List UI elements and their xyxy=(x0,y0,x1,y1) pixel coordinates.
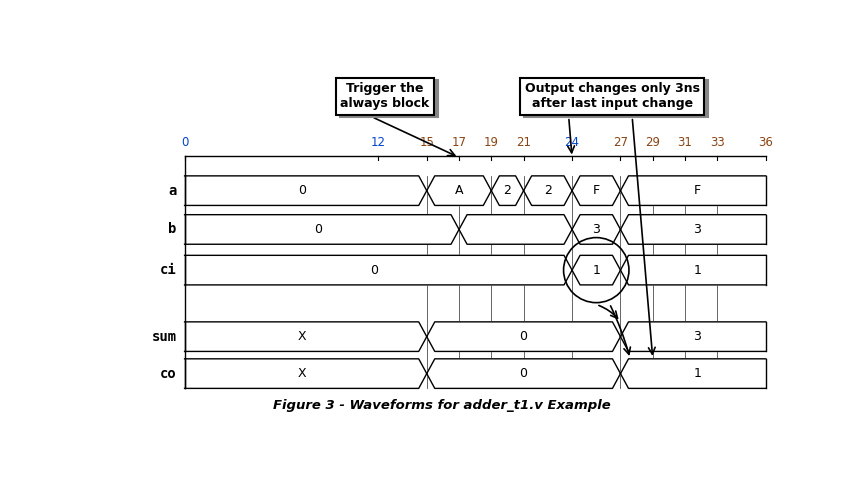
Polygon shape xyxy=(620,176,765,205)
Polygon shape xyxy=(459,215,572,244)
Text: b: b xyxy=(168,222,177,237)
Text: 29: 29 xyxy=(645,136,660,149)
Text: Output changes only 3ns
after last input change: Output changes only 3ns after last input… xyxy=(524,83,699,110)
Polygon shape xyxy=(426,322,620,351)
Text: 3: 3 xyxy=(592,223,599,236)
Text: F: F xyxy=(693,184,700,197)
Text: 0: 0 xyxy=(181,136,188,149)
Polygon shape xyxy=(523,176,572,205)
Text: 19: 19 xyxy=(483,136,499,149)
Text: 0: 0 xyxy=(370,264,378,276)
Polygon shape xyxy=(426,359,620,388)
Text: 0: 0 xyxy=(313,223,321,236)
Text: sum: sum xyxy=(152,330,177,344)
Text: 31: 31 xyxy=(677,136,691,149)
Text: 0: 0 xyxy=(297,184,306,197)
Polygon shape xyxy=(184,255,572,285)
Text: a: a xyxy=(168,184,177,198)
Polygon shape xyxy=(620,359,765,388)
Text: 3: 3 xyxy=(692,330,700,343)
Polygon shape xyxy=(184,359,426,388)
Text: 36: 36 xyxy=(758,136,772,149)
Text: 1: 1 xyxy=(692,367,700,380)
Polygon shape xyxy=(184,322,426,351)
Text: 0: 0 xyxy=(519,367,527,380)
Text: co: co xyxy=(159,367,177,381)
Text: 2: 2 xyxy=(503,184,511,197)
Text: F: F xyxy=(592,184,599,197)
Text: X: X xyxy=(297,330,306,343)
Text: A: A xyxy=(455,184,462,197)
Text: 1: 1 xyxy=(692,264,700,276)
Text: Trigger the
always block: Trigger the always block xyxy=(340,83,429,110)
Text: 27: 27 xyxy=(612,136,628,149)
Text: 3: 3 xyxy=(692,223,700,236)
Polygon shape xyxy=(572,255,620,285)
Text: Figure 3 - Waveforms for adder_t1.v Example: Figure 3 - Waveforms for adder_t1.v Exam… xyxy=(273,399,610,412)
Polygon shape xyxy=(426,176,491,205)
Polygon shape xyxy=(184,215,459,244)
Text: 17: 17 xyxy=(451,136,466,149)
Polygon shape xyxy=(620,215,765,244)
Polygon shape xyxy=(620,322,765,351)
Text: ci: ci xyxy=(159,263,177,277)
Text: 33: 33 xyxy=(709,136,724,149)
Text: 2: 2 xyxy=(543,184,551,197)
Text: 24: 24 xyxy=(564,136,579,149)
Text: Trigger the
always block: Trigger the always block xyxy=(344,84,433,113)
Text: 0: 0 xyxy=(519,330,527,343)
Polygon shape xyxy=(572,176,620,205)
Text: 12: 12 xyxy=(370,136,386,149)
Polygon shape xyxy=(491,176,523,205)
Text: 1: 1 xyxy=(592,264,599,276)
Text: 15: 15 xyxy=(418,136,434,149)
Polygon shape xyxy=(184,176,426,205)
Text: Output changes only 3ns
after last input change: Output changes only 3ns after last input… xyxy=(528,84,703,113)
Text: 21: 21 xyxy=(516,136,530,149)
Polygon shape xyxy=(572,215,620,244)
Text: X: X xyxy=(297,367,306,380)
Polygon shape xyxy=(620,255,765,285)
